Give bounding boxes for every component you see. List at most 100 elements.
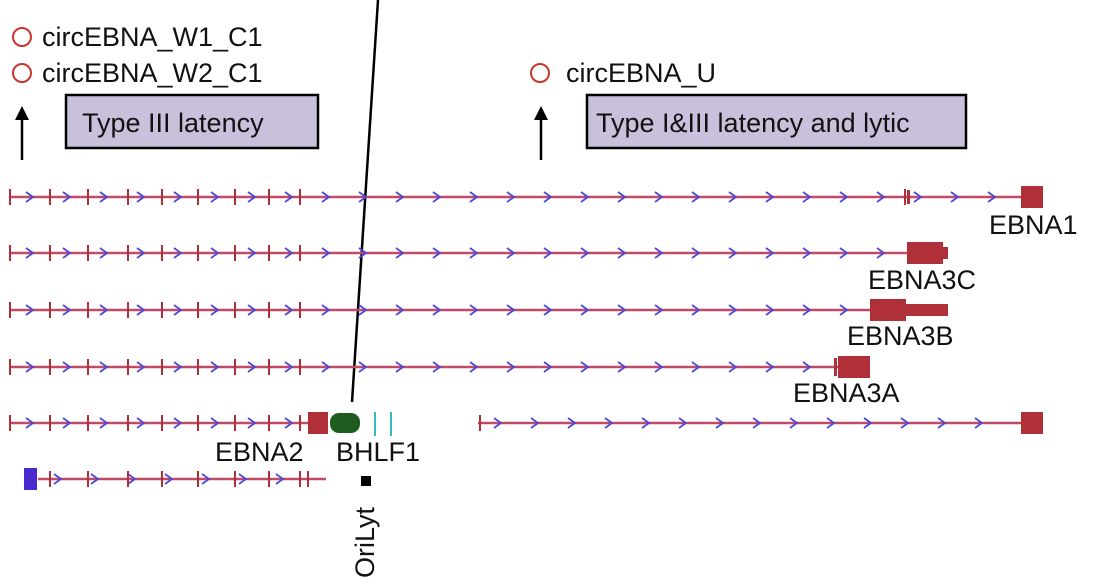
direction-chevron bbox=[876, 247, 886, 259]
direction-chevron bbox=[395, 247, 405, 259]
type-i-iii-label: Type I&III latency and lytic bbox=[596, 108, 910, 138]
direction-chevron bbox=[238, 473, 248, 485]
legend-w1-label: circEBNA_W1_C1 bbox=[42, 22, 263, 52]
direction-chevron bbox=[691, 247, 701, 259]
direction-chevron bbox=[543, 247, 553, 259]
direction-chevron bbox=[53, 473, 63, 485]
direction-chevron bbox=[275, 473, 285, 485]
bhlf1-exon bbox=[330, 413, 360, 433]
direction-chevron bbox=[617, 247, 627, 259]
direction-chevron bbox=[654, 361, 664, 373]
direction-chevron bbox=[210, 361, 220, 373]
direction-chevron bbox=[765, 361, 775, 373]
ebna-last-exon bbox=[1021, 412, 1043, 434]
direction-chevron bbox=[580, 191, 590, 203]
legend-w2-label: circEBNA_W2_C1 bbox=[42, 58, 263, 88]
transcript-tracks bbox=[9, 189, 1022, 487]
up-arrow-icon bbox=[15, 106, 29, 160]
direction-chevron bbox=[765, 304, 775, 316]
type-iii-label: Type III latency bbox=[82, 108, 264, 138]
legend-u-label: circEBNA_U bbox=[566, 58, 716, 88]
direction-chevron bbox=[802, 361, 812, 373]
direction-chevron bbox=[580, 361, 590, 373]
circ-u-icon bbox=[530, 63, 550, 83]
exon-tick bbox=[907, 190, 910, 204]
orilyt-marker bbox=[361, 476, 371, 486]
direction-chevron bbox=[493, 417, 503, 429]
direction-chevron bbox=[164, 473, 174, 485]
ebna1-label: EBNA1 bbox=[989, 210, 1078, 240]
direction-chevron bbox=[802, 191, 812, 203]
direction-chevron bbox=[469, 304, 479, 316]
ebna3a-exon bbox=[838, 356, 870, 378]
ebna3a-label: EBNA3A bbox=[793, 378, 900, 408]
direction-chevron bbox=[25, 417, 35, 429]
direction-chevron bbox=[580, 304, 590, 316]
direction-chevron bbox=[127, 473, 137, 485]
type-iii-box: Type III latency bbox=[64, 93, 320, 150]
direction-chevron bbox=[247, 304, 257, 316]
circ-w1-icon bbox=[12, 27, 32, 47]
direction-chevron bbox=[728, 191, 738, 203]
direction-chevron bbox=[506, 247, 516, 259]
direction-chevron bbox=[469, 191, 479, 203]
orilyt-pointer-line bbox=[350, 0, 380, 403]
direction-chevron bbox=[321, 247, 331, 259]
ebna2-label: EBNA2 bbox=[215, 437, 304, 467]
direction-chevron bbox=[900, 417, 910, 429]
direction-chevron bbox=[950, 191, 960, 203]
ebna3a-exon-tick bbox=[834, 358, 837, 376]
direction-chevron bbox=[506, 191, 516, 203]
direction-chevron bbox=[395, 304, 405, 316]
direction-chevron bbox=[25, 191, 35, 203]
direction-chevron bbox=[617, 191, 627, 203]
direction-chevron bbox=[654, 191, 664, 203]
direction-chevron bbox=[25, 304, 35, 316]
direction-chevron bbox=[543, 191, 553, 203]
ebna3c-exon bbox=[907, 242, 943, 264]
direction-chevron bbox=[543, 304, 553, 316]
direction-chevron bbox=[802, 304, 812, 316]
direction-chevron bbox=[62, 304, 72, 316]
ebna3c-label: EBNA3C bbox=[868, 265, 976, 295]
direction-chevron bbox=[913, 191, 923, 203]
direction-chevron bbox=[62, 247, 72, 259]
direction-chevron bbox=[25, 361, 35, 373]
direction-chevron bbox=[617, 361, 627, 373]
direction-chevron bbox=[247, 191, 257, 203]
purple-exon bbox=[24, 468, 37, 490]
direction-chevron bbox=[136, 417, 146, 429]
direction-chevron bbox=[136, 191, 146, 203]
direction-chevron bbox=[358, 304, 368, 316]
direction-chevron bbox=[321, 191, 331, 203]
direction-chevron bbox=[173, 361, 183, 373]
direction-chevron bbox=[789, 417, 799, 429]
direction-chevron bbox=[691, 304, 701, 316]
direction-chevron bbox=[469, 361, 479, 373]
direction-chevron bbox=[210, 417, 220, 429]
direction-chevron bbox=[863, 417, 873, 429]
direction-chevron bbox=[937, 417, 947, 429]
direction-chevron bbox=[25, 247, 35, 259]
direction-chevron bbox=[432, 304, 442, 316]
direction-chevron bbox=[99, 304, 109, 316]
direction-chevron bbox=[62, 191, 72, 203]
direction-chevron bbox=[728, 361, 738, 373]
direction-chevron bbox=[839, 304, 849, 316]
direction-chevron bbox=[358, 247, 368, 259]
ebna3b-exon bbox=[870, 299, 906, 321]
direction-chevron bbox=[728, 247, 738, 259]
direction-chevron bbox=[987, 191, 997, 203]
direction-chevron bbox=[284, 191, 294, 203]
direction-chevron bbox=[62, 417, 72, 429]
direction-chevron bbox=[543, 361, 553, 373]
direction-chevron bbox=[284, 247, 294, 259]
type-i-iii-box: Type I&III latency and lytic bbox=[585, 93, 968, 150]
direction-chevron bbox=[752, 417, 762, 429]
direction-chevron bbox=[90, 473, 100, 485]
ebna1-exon bbox=[1021, 186, 1043, 208]
direction-chevron bbox=[691, 361, 701, 373]
direction-chevron bbox=[395, 191, 405, 203]
direction-chevron bbox=[247, 417, 257, 429]
